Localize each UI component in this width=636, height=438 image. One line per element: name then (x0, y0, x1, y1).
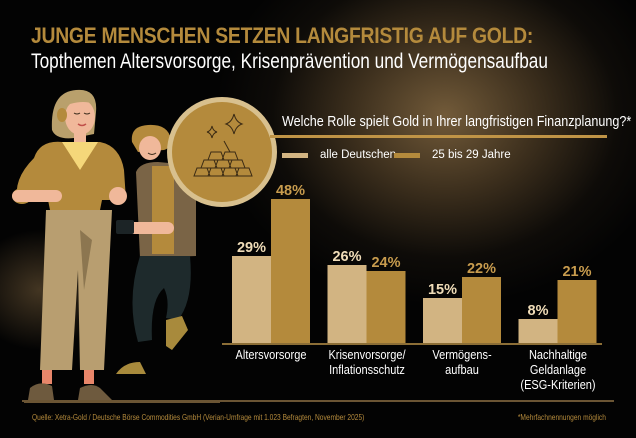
data-label-all-2: 15% (428, 282, 457, 298)
woman-figure (12, 89, 127, 400)
category-label-line: Nachhaltige (528, 348, 587, 362)
category-label-1: Krisenvorsorge/Inflationsschutz (314, 348, 420, 378)
ground-line (24, 401, 220, 403)
category-label-line: Vermögens- (432, 348, 492, 362)
chart-question: Welche Rolle spielt Gold in Ihrer langfr… (282, 113, 632, 130)
data-label-all-1: 26% (332, 249, 361, 265)
bar-young-0 (271, 199, 310, 343)
source-note: Quelle: Xetra-Gold / Deutsche Börse Comm… (32, 412, 365, 422)
gold-bars-sparkle-icon (167, 97, 277, 207)
footer-divider (22, 400, 614, 402)
category-label-3: Nachhaltige Geldanlage (ESG-Kriterien) (505, 348, 611, 393)
legend-swatch-young (394, 152, 420, 158)
legend-item-all: alle Deutschen (282, 148, 396, 162)
category-label-2: Vermögens-aufbau (409, 348, 515, 378)
data-label-all-0: 29% (237, 240, 266, 256)
legend-swatch-all (282, 152, 308, 158)
x-axis-baseline (222, 343, 602, 345)
footnote: *Mehrfachnennungen möglich (517, 412, 606, 422)
data-label-young-1: 24% (371, 255, 400, 271)
data-label-all-3: 8% (528, 303, 549, 319)
category-label-line: Krisenvorsorge/ (327, 348, 406, 362)
category-label-line: (ESG-Kriterien) (519, 378, 596, 392)
data-label-young-0: 48% (276, 183, 305, 199)
legend-label-young: 25 bis 29 Jahre (432, 149, 511, 161)
category-label-line: Altersvorsorge (235, 348, 307, 362)
data-label-young-2: 22% (467, 261, 496, 277)
question-divider (270, 135, 607, 138)
bar-all-1 (327, 265, 367, 343)
data-label-young-3: 21% (562, 264, 591, 280)
category-label-line: Geldanlage (529, 363, 586, 377)
legend-item-young: 25 bis 29 Jahre (394, 148, 511, 162)
category-label-line: aufbau (445, 363, 479, 377)
bar-young-3 (557, 280, 597, 343)
category-label-0: Altersvorsorge (218, 348, 324, 363)
page-title: JUNGE MENSCHEN SETZEN LANGFRISTIG AUF GO… (31, 23, 534, 48)
category-label-line: Inflationsschutz (328, 363, 405, 377)
page-subtitle: Topthemen Altersvorsorge, Krisenpräventi… (31, 50, 548, 73)
bar-all-2 (423, 298, 462, 343)
bar-young-2 (462, 277, 501, 343)
bar-all-0 (232, 256, 271, 343)
bar-all-3 (518, 319, 558, 343)
bar-young-1 (366, 271, 406, 343)
legend-label-all: alle Deutschen (320, 149, 397, 161)
